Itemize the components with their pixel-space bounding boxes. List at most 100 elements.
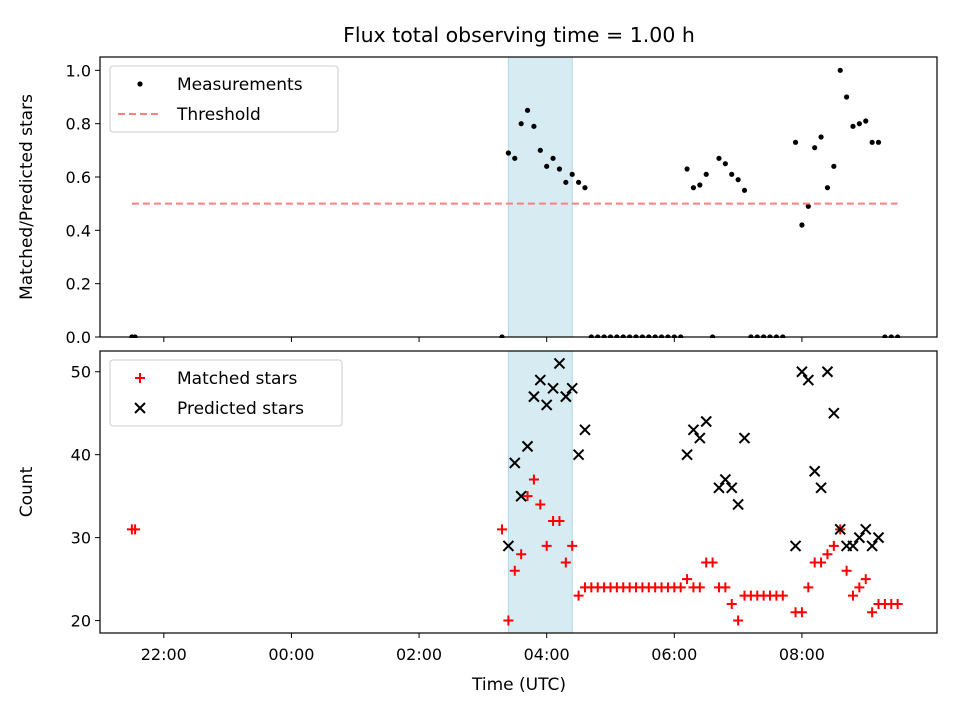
legend-box: [109, 65, 339, 133]
y-tick-label: 50: [71, 363, 91, 382]
data-point: [535, 499, 546, 510]
data-point: [860, 523, 872, 536]
data-point: [573, 590, 584, 601]
shaded-span: [507, 350, 573, 634]
data-point: [732, 498, 744, 511]
y-tick-label: 20: [71, 612, 91, 631]
data-point: [502, 540, 515, 552]
data-point: [516, 549, 527, 560]
data-point: [867, 607, 878, 618]
data-point: [575, 179, 582, 185]
data-point: [537, 147, 543, 153]
y-axis-label: Count: [17, 466, 37, 517]
data-point: [872, 531, 885, 544]
data-point: [824, 185, 831, 191]
data-point: [521, 440, 534, 453]
data-point: [566, 382, 578, 395]
data-point: [860, 574, 871, 585]
data-point: [722, 161, 728, 167]
data-point: [863, 118, 869, 124]
legend-label: Predicted stars: [177, 399, 304, 419]
chart-title: Flux total observing time = 1.00 h: [343, 23, 695, 47]
data-point: [682, 574, 693, 585]
x-tick-label: 06:00: [651, 645, 697, 664]
data-point: [509, 457, 521, 469]
legend: Matched stars Predicted stars: [109, 359, 343, 427]
data-point: [796, 366, 808, 378]
data-point: [726, 482, 738, 494]
data-point: [847, 540, 859, 552]
data-point: [497, 524, 508, 535]
data-point: [703, 171, 709, 177]
data-point: [694, 582, 705, 593]
data-point: [828, 407, 840, 419]
data-point: [805, 203, 811, 209]
data-point: [522, 491, 533, 502]
data-point: [799, 222, 805, 228]
data-point: [733, 615, 744, 626]
y-tick-label: 40: [71, 446, 91, 465]
x-tick-label: 00:00: [268, 645, 314, 664]
data-point: [841, 565, 852, 576]
data-point: [828, 540, 839, 551]
data-point: [856, 121, 862, 127]
data-point: [560, 390, 572, 403]
data-point: [553, 357, 566, 370]
data-point: [831, 163, 837, 169]
data-point: [547, 382, 559, 395]
data-point: [719, 473, 732, 486]
plot-area: [126, 357, 903, 626]
data-point: [505, 150, 511, 156]
data-point: [866, 540, 878, 552]
data-point: [569, 171, 575, 177]
y-tick-label: 0.2: [66, 275, 91, 294]
legend: Measurements Threshold: [109, 65, 339, 133]
data-point: [869, 139, 875, 145]
legend-box: [109, 359, 343, 427]
data-point: [818, 134, 824, 140]
panel-2: 20 30 40 50 22:00 00:00 02:00 04:00 06:00 08:00 Co…: [17, 350, 938, 664]
data-point: [707, 557, 718, 568]
data-point: [815, 482, 827, 494]
data-point: [850, 123, 856, 129]
x-tick-label: 08:00: [779, 645, 825, 664]
data-point: [738, 432, 751, 444]
data-point: [822, 549, 833, 560]
data-point: [837, 67, 843, 73]
data-point: [531, 123, 537, 129]
data-point: [812, 145, 818, 151]
data-point: [808, 465, 821, 477]
data-point: [789, 540, 802, 552]
y-tick-label: 0.6: [66, 168, 91, 187]
data-point: [512, 155, 518, 161]
data-point: [579, 424, 591, 436]
data-point: [528, 474, 539, 485]
data-point: [847, 590, 858, 601]
data-point: [720, 582, 731, 593]
panel-1: 0.0 0.2 0.4 0.6 0.8 1.0 Matched/Predicted star…: [17, 56, 938, 347]
data-point: [515, 490, 527, 502]
data-point: [729, 171, 735, 177]
y-tick-label: 0.8: [66, 115, 91, 134]
data-point: [803, 582, 814, 593]
x-tick-label: 04:00: [524, 645, 570, 664]
x-tick-label: 02:00: [396, 645, 442, 664]
data-point: [528, 390, 540, 403]
data-point: [550, 155, 556, 161]
x-axis-label: Time (UTC): [471, 675, 566, 695]
legend-label: Matched stars: [177, 369, 297, 389]
data-point: [687, 424, 700, 436]
y-tick-label: 0.4: [66, 221, 91, 240]
data-point: [567, 540, 578, 551]
data-point: [777, 590, 788, 601]
y-tick-label: 1.0: [66, 61, 91, 80]
data-point: [541, 540, 552, 551]
data-point: [554, 516, 565, 527]
data-point: [802, 374, 815, 386]
data-point: [524, 107, 531, 113]
y-axis-label: Matched/Predicted stars: [17, 94, 37, 300]
legend-marker: [135, 373, 145, 383]
data-point: [690, 185, 697, 191]
data-point: [792, 139, 799, 145]
